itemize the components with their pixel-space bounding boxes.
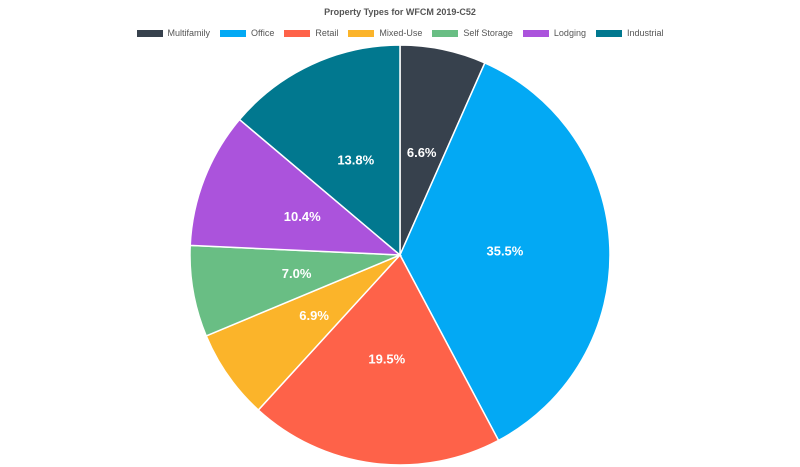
legend-item-lodging[interactable]: Lodging [522, 28, 586, 38]
slice-label-lodging: 10.4% [284, 209, 321, 224]
pie-slice-retail[interactable] [257, 253, 500, 466]
legend-swatch [348, 29, 375, 37]
legend: Multifamily Office Retail Mixed-Use Self… [0, 28, 800, 38]
chart-title: Property Types for WFCM 2019-C52 [324, 7, 476, 17]
pie-slice-lodging[interactable] [189, 118, 403, 256]
pie-slice-office[interactable] [399, 61, 611, 442]
legend-item-industrial[interactable]: Industrial [595, 28, 664, 38]
legend-swatch [595, 29, 622, 37]
legend-swatch [284, 29, 311, 37]
slice-label-office: 35.5% [486, 244, 523, 259]
legend-label: Lodging [553, 28, 586, 38]
legend-label: Retail [315, 28, 339, 38]
legend-label: Mixed-Use [379, 28, 423, 38]
slice-label-mixed-use: 6.9% [299, 308, 329, 323]
slice-label-retail: 19.5% [368, 352, 405, 367]
legend-swatch [432, 29, 459, 37]
legend-item-self-storage[interactable]: Self Storage [432, 28, 513, 38]
legend-label: Office [251, 28, 275, 38]
slice-label-industrial: 13.8% [337, 152, 374, 167]
slice-label-multifamily: 6.6% [407, 145, 437, 160]
legend-swatch [220, 29, 247, 37]
legend-label: Multifamily [167, 28, 211, 38]
slice-label-self-storage: 7.0% [282, 266, 312, 281]
legend-swatch [136, 29, 163, 37]
legend-label: Self Storage [463, 28, 513, 38]
legend-item-multifamily[interactable]: Multifamily [136, 28, 211, 38]
legend-item-mixed-use[interactable]: Mixed-Use [348, 28, 422, 38]
legend-item-office[interactable]: Office [220, 28, 274, 38]
pie-slice-industrial[interactable] [238, 44, 401, 257]
legend-item-retail[interactable]: Retail [284, 28, 338, 38]
legend-swatch [522, 29, 549, 37]
legend-label: Industrial [626, 28, 664, 38]
